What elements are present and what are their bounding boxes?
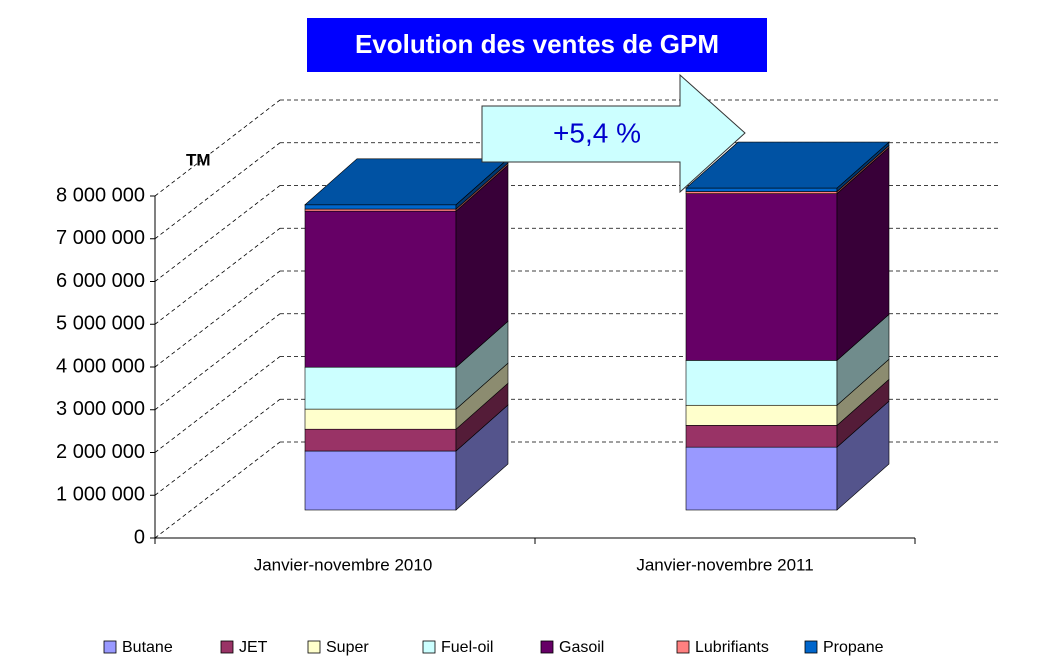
bar-segment [685,193,838,361]
legend-label: Super [326,639,369,656]
y-axis-label: TM [186,150,211,169]
bar-segment [304,428,457,452]
y-tick-label: 2 000 000 [56,441,145,463]
legend-label: JET [239,639,268,656]
bars [304,141,890,511]
grid-line-depth [154,441,281,539]
y-tick-label: 6 000 000 [56,270,145,292]
bar-segment [304,450,457,511]
y-tick-label: 1 000 000 [56,484,145,506]
x-tick-label: Janvier-novembre 2011 [636,555,813,574]
bar-segment [685,187,838,192]
legend-swatch [540,640,554,654]
bar-segment [685,404,838,426]
grid-line-depth [154,142,281,240]
legend-swatch [103,640,117,654]
bar-segment [685,191,838,194]
y-tick-label: 0 [134,526,145,548]
annotation: +5,4 % [553,117,641,148]
bar-segment [304,210,457,368]
bar-segment [304,366,457,410]
legend-swatch [220,640,234,654]
bar-segment [685,425,838,448]
bar-segment [685,446,838,511]
legend-label: Lubrifiants [695,639,769,656]
growth-arrow [481,73,746,194]
bar-segment [304,408,457,430]
legend-swatch [307,640,321,654]
y-tick-label: 3 000 000 [56,398,145,420]
legend-swatch [676,640,690,654]
legend-swatch [422,640,436,654]
legend-label: Gasoil [559,639,604,656]
bar-segment [304,204,457,210]
grid-line-depth [154,99,281,197]
chart-title: Evolution des ventes de GPM [355,29,719,59]
grid-line-depth [154,227,281,325]
grid-line-depth [154,398,281,496]
grid-line-depth [154,356,281,453]
grid-line-depth [154,185,281,282]
grid-line-depth [154,313,281,411]
bar-segment [685,360,838,406]
legend-label: Butane [122,639,173,656]
y-tick-label: 5 000 000 [56,313,145,335]
y-tick-label: 7 000 000 [56,227,145,249]
legend-label: Propane [823,639,884,656]
y-tick-label: 4 000 000 [56,355,145,377]
bar-segment [304,208,457,212]
legend-swatch [804,640,818,654]
title-box [307,18,767,72]
grid-line-depth [154,270,281,368]
legend: Butane JET Super Fuel-oil Gasoil Lubrifiants P… [103,639,884,656]
y-tick-label: 8 000 000 [56,184,145,206]
legend-label: Fuel-oil [441,639,493,656]
x-tick-label: Janvier-novembre 2010 [254,555,433,574]
bar-top [685,141,890,189]
